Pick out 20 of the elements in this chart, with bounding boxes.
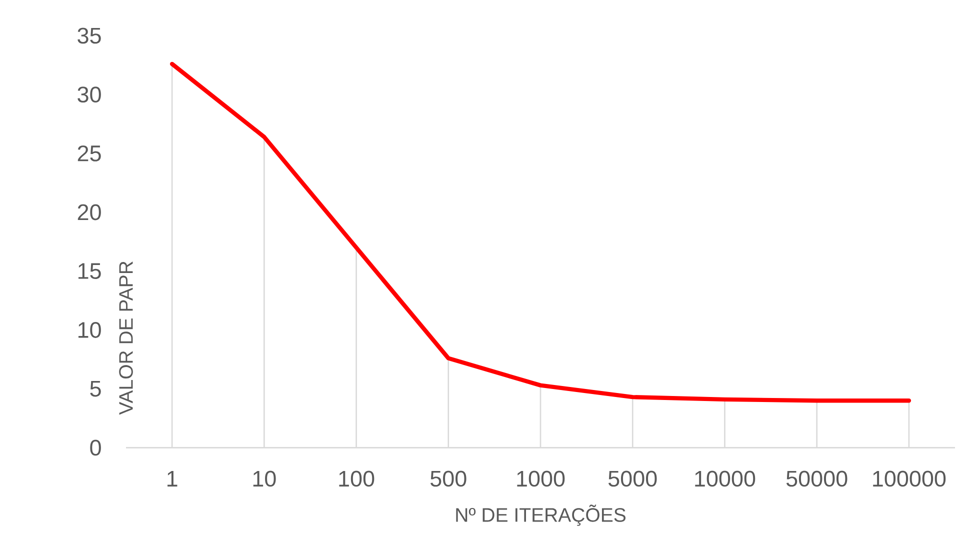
y-tick-label: 20 xyxy=(78,204,101,220)
x-tick-label: 5000 xyxy=(608,470,657,487)
x-tick-label: 100 xyxy=(339,470,374,487)
y-tick-label: 5 xyxy=(90,380,101,397)
x-tick-label: 50000 xyxy=(786,470,848,487)
x-axis-title: Nº DE ITERAÇÕES xyxy=(456,504,626,526)
y-tick-label: 25 xyxy=(78,145,101,162)
y-axis-title: VALOR DE PAPR xyxy=(119,261,133,415)
x-tick-label: 500 xyxy=(430,470,466,487)
y-tick-label: 10 xyxy=(78,322,101,338)
y-tick-label: 30 xyxy=(78,86,101,103)
y-tick-label: 15 xyxy=(78,263,101,279)
x-tick-label: 10 xyxy=(253,470,276,487)
x-tick-label: 1 xyxy=(168,470,178,486)
line-series xyxy=(170,62,912,403)
y-tick-label: 0 xyxy=(90,440,101,456)
x-tick-label: 1000 xyxy=(517,470,565,487)
x-tick-label: 100000 xyxy=(873,470,946,487)
y-tick-label: 35 xyxy=(78,28,101,44)
x-tick-label: 10000 xyxy=(695,470,756,487)
